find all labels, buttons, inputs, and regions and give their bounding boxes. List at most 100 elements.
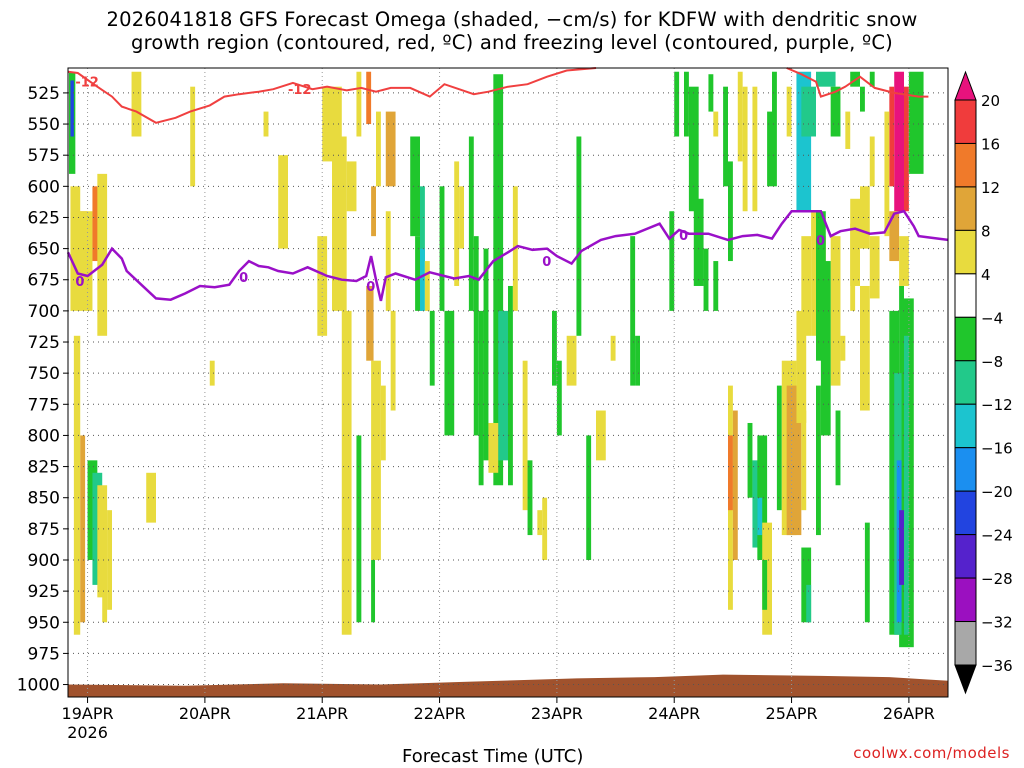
omega-cell xyxy=(747,422,753,498)
omega-cell xyxy=(713,261,719,311)
omega-cell xyxy=(424,261,430,311)
omega-cell xyxy=(70,80,74,137)
omega-cell xyxy=(70,186,81,311)
y-tick-label: 675 xyxy=(28,271,60,291)
omega-cell xyxy=(757,497,763,536)
omega-cell xyxy=(439,186,445,311)
x-tick-label: 19APR xyxy=(62,704,114,723)
omega-cell xyxy=(332,136,347,311)
omega-cell xyxy=(850,223,856,311)
omega-cell xyxy=(556,360,562,436)
omega-cell xyxy=(830,236,841,386)
y-tick-label: 750 xyxy=(28,364,60,384)
omega-cell xyxy=(816,385,821,536)
omega-cell xyxy=(767,111,772,187)
colorbar-level-label: −16 xyxy=(981,440,1013,458)
x-year-label: 2026 xyxy=(67,723,108,742)
colorbar-segment xyxy=(954,490,977,536)
colorbar-segment xyxy=(954,99,977,144)
colorbar-level-label: 20 xyxy=(981,92,1000,110)
omega-cell xyxy=(693,198,704,286)
omega-cell xyxy=(420,186,425,262)
omega-cell xyxy=(713,111,719,137)
colorbar-top-arrow xyxy=(954,70,977,101)
omega-cell xyxy=(459,186,464,249)
omega-cell xyxy=(860,86,865,112)
freezing-contour-label: 0 xyxy=(366,280,375,295)
freezing-contour-label: 0 xyxy=(75,275,84,290)
omega-cell xyxy=(77,211,93,311)
omega-cell xyxy=(385,211,391,311)
dendritic-contour-label: -12 xyxy=(75,76,99,91)
omega-cell xyxy=(73,335,81,635)
omega-cell xyxy=(772,71,777,187)
omega-cell xyxy=(904,86,909,212)
omega-cell xyxy=(478,310,484,486)
y-tick-label: 775 xyxy=(28,395,60,415)
omega-cell xyxy=(410,136,420,237)
omega-cell xyxy=(317,236,328,336)
y-tick-label: 800 xyxy=(28,426,60,446)
omega-cell xyxy=(830,86,841,137)
omega-cell xyxy=(190,86,196,187)
title-line-1: 2026041818 GFS Forecast Omega (shaded, −… xyxy=(106,8,918,31)
omega-cell xyxy=(752,86,758,212)
omega-cell xyxy=(860,186,870,249)
colorbar-segment xyxy=(954,621,977,666)
omega-cell xyxy=(390,310,396,411)
omega-cell xyxy=(688,86,699,212)
omega-cell xyxy=(904,335,909,635)
omega-cell xyxy=(131,71,142,137)
colorbar-level-label: −24 xyxy=(981,527,1013,545)
omega-cell xyxy=(776,385,782,511)
omega-cell xyxy=(371,360,381,560)
colorbar-level-label: −12 xyxy=(981,396,1013,414)
x-tick-label: 25APR xyxy=(766,704,818,723)
omega-cell xyxy=(899,236,909,286)
omega-cell xyxy=(488,422,499,473)
omega-cell xyxy=(537,510,543,536)
omega-cell xyxy=(97,173,108,336)
omega-cell xyxy=(869,136,875,187)
omega-cell xyxy=(376,111,381,187)
y-tick-label: 975 xyxy=(28,644,60,664)
omega-cell xyxy=(732,410,738,560)
omega-cell xyxy=(899,510,904,585)
omega-cell xyxy=(840,335,846,361)
omega-cell xyxy=(737,71,743,162)
colorbar-segment xyxy=(954,403,977,449)
y-tick-label: 625 xyxy=(28,208,60,228)
y-tick-label: 700 xyxy=(28,302,60,322)
colorbar-level-label: −36 xyxy=(981,657,1013,675)
omega-cell xyxy=(380,385,386,461)
omega-cell xyxy=(420,248,425,311)
omega-cell xyxy=(371,186,376,237)
omega-cell xyxy=(566,335,577,386)
omega-cell xyxy=(610,335,616,361)
omega-cell xyxy=(468,136,474,311)
colorbar-level-label: −20 xyxy=(981,483,1013,501)
omega-cell xyxy=(415,236,423,311)
y-tick-label: 550 xyxy=(28,115,60,135)
colorbar-segment xyxy=(954,360,977,405)
omega-cell xyxy=(498,310,508,461)
colorbar-segment xyxy=(954,273,977,318)
omega-cell xyxy=(80,435,86,623)
freezing-contour-label: 0 xyxy=(679,229,688,244)
y-tick-label: 575 xyxy=(28,146,60,166)
omega-cell xyxy=(473,236,479,436)
colorbar-level-label: −8 xyxy=(981,353,1003,371)
omega-cell xyxy=(146,472,156,523)
omega-cell xyxy=(806,584,812,623)
y-tick-label: 600 xyxy=(28,177,60,197)
omega-cell xyxy=(801,236,812,336)
dendritic-contour-line xyxy=(67,67,597,124)
y-tick-label: 725 xyxy=(28,333,60,353)
colorbar-bottom-arrow xyxy=(954,664,977,695)
omega-cell xyxy=(845,111,851,149)
colorbar-segment xyxy=(954,447,977,492)
y-tick-label: 900 xyxy=(28,551,60,571)
omega-cell xyxy=(527,460,533,536)
omega-cell xyxy=(356,71,362,137)
